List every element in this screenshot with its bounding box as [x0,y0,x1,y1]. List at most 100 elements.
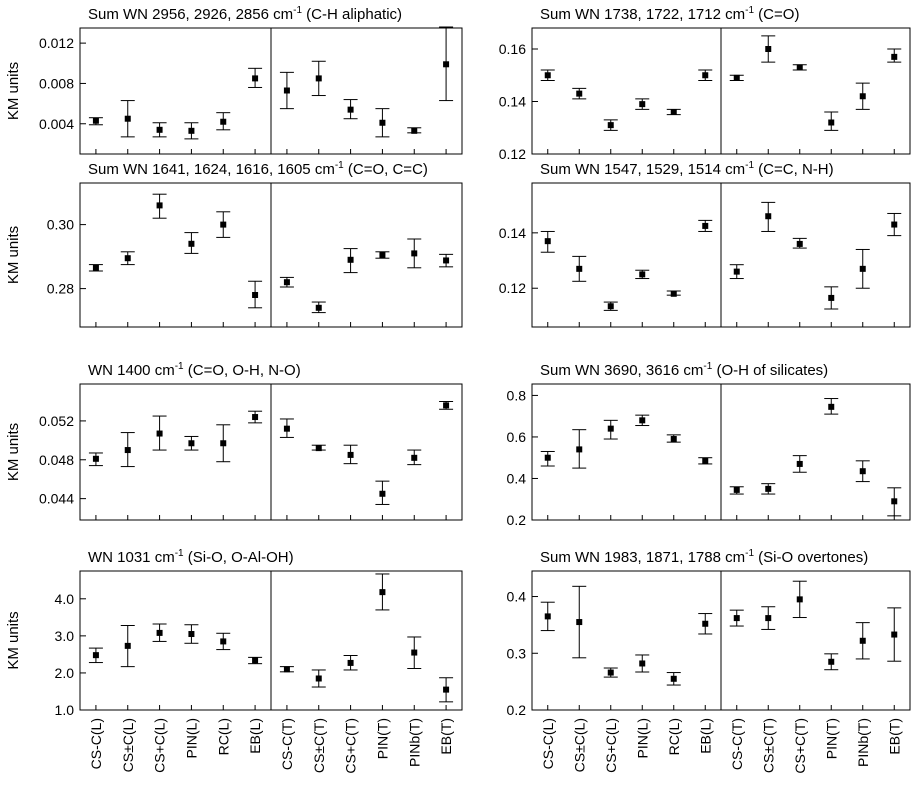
data-point [156,126,163,133]
data-point [796,460,803,467]
chart-title-main: Sum WN 1641, 1624, 1616, 1605 cm [88,161,335,178]
chart-title: Sum WN 3690, 3616 cm-1 (O-H of silicates… [540,361,828,379]
data-point [576,619,583,626]
data-point [124,115,131,122]
data-point [347,256,354,263]
chart-panel-1: Sum WN 2956, 2926, 2856 cm-1 (C-H alipha… [5,5,463,155]
y-tick-label: 0.16 [499,41,526,57]
chart-title-rest: (O-H of silicates) [712,362,828,379]
data-point [347,106,354,113]
chart-title-main: Sum WN 1983, 1871, 1788 cm [540,549,745,566]
data-point [639,101,646,108]
data-point [544,238,551,245]
chart-panel-3: Sum WN 1641, 1624, 1616, 1605 cm-1 (C=O,… [5,160,463,328]
data-point [220,440,227,447]
data-point [670,675,677,682]
y-tick-label: 4.0 [55,591,75,607]
data-point [828,658,835,665]
x-axis-left: CS-C(L) CS±C(L) CS+C(L) PIN(L) RC(L) EB(L) CS-… [88,718,454,774]
data-point [607,669,614,676]
data-point [891,498,898,505]
chart-title-main: WN 1031 cm [88,549,175,566]
data-point [765,615,772,622]
data-point [891,631,898,638]
data-point [702,457,709,464]
x-tick-label: CS±C(T) [760,718,776,773]
y-tick-label: 0.6 [507,429,527,445]
y-tick-label: 0.052 [39,413,74,429]
data-point [576,446,583,453]
x-tick-label: PIN(T) [374,718,390,759]
y-tick-label: 0.4 [507,589,527,605]
chart-title-rest: (Si-O, O-Al-OH) [184,549,294,566]
chart-title: Sum WN 1983, 1871, 1788 cm-1 (Si-O overt… [540,548,868,566]
x-tick-label: PIN(L) [183,718,199,758]
y-tick-label: 0.044 [39,491,74,507]
data-point [411,454,418,461]
x-tick-label: CS±C(L) [120,718,136,772]
x-tick-label: CS-C(L) [88,718,104,769]
chart-title: Sum WN 1738, 1722, 1712 cm-1 (C=O) [540,5,799,23]
data-point [379,490,386,497]
data-point [252,292,259,298]
data-point [443,61,450,68]
chart-title-rest: (C=O) [754,6,799,23]
data-point [733,268,740,275]
y-tick-label: 0.008 [39,75,74,91]
data-point [859,468,866,475]
chart-title-sup: -1 [745,5,754,16]
y-tick-label: 1.0 [55,702,75,718]
chart-title: WN 1031 cm-1 (Si-O, O-Al-OH) [88,548,294,566]
y-tick-label: 0.3 [507,645,527,661]
data-point [607,425,614,432]
data-point [702,620,709,627]
data-point [283,279,290,286]
data-point [576,265,583,272]
y-axis-label: KM units [5,62,22,120]
chart-title-sup: -1 [293,5,302,16]
chart-title-rest: (C-H aliphatic) [302,6,402,23]
data-point [733,486,740,493]
data-point [124,447,131,454]
data-point [639,417,646,424]
x-tick-label: CS-C(L) [540,718,556,769]
chart-title-main: Sum WN 3690, 3616 cm [540,362,703,379]
x-tick-label: EB(T) [438,718,454,755]
x-tick-label: EB(T) [886,718,902,755]
y-axis-label: KM units [5,423,22,481]
y-tick-label: 0.004 [39,116,74,132]
y-tick-label: 0.2 [507,512,527,528]
data-point [411,127,418,134]
data-point [379,589,386,596]
data-point [188,631,195,638]
data-point [220,221,227,228]
chart-title-sup: -1 [175,548,184,559]
data-point [639,660,646,667]
chart-title-main: WN 1400 cm [88,362,175,379]
y-tick-label: 0.28 [47,281,74,297]
data-point [670,436,677,443]
chart-panel-5: WN 1400 cm-1 (C=O, O-H, N-O) KM units 0.04… [5,361,463,521]
y-axis-label: KM units [5,611,22,669]
data-point [411,250,418,257]
data-point [283,425,290,432]
chart-panel-2: Sum WN 1738, 1722, 1712 cm-1 (C=O) 0.12 0.… [499,5,911,162]
x-tick-label: CS+C(T) [792,718,808,774]
data-point [576,90,583,97]
x-tick-label: CS±C(T) [311,718,327,773]
data-point [828,294,835,301]
data-point [859,265,866,272]
chart-title-main: Sum WN 2956, 2926, 2856 cm [88,6,293,23]
data-point [315,75,322,82]
chart-title-rest: (C=O, C=C) [344,161,428,178]
data-point [347,451,354,458]
x-tick-label: PIN(L) [634,718,650,758]
data-point [733,74,740,81]
data-point [765,46,772,52]
x-tick-label: PINb(T) [406,718,422,767]
data-point [702,222,709,229]
data-point [252,657,259,664]
data-point [188,440,195,447]
y-tick-label: 3.0 [55,628,75,644]
